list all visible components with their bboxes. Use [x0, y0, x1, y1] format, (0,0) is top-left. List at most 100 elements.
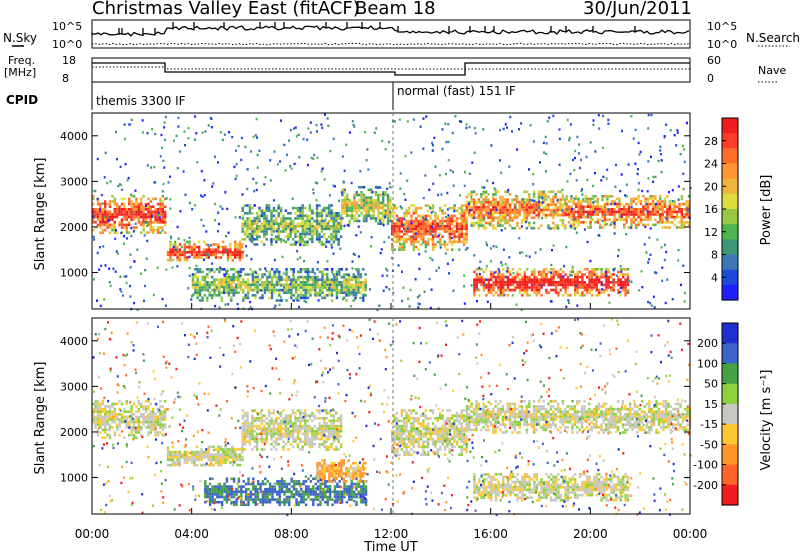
- scatter-cell: [516, 216, 519, 220]
- scatter-cell: [431, 238, 435, 241]
- noise-cell: [317, 299, 320, 302]
- scatter-cell: [280, 299, 283, 302]
- noise-cell: [106, 181, 109, 185]
- scatter-cell: [501, 213, 505, 217]
- scatter-cell: [487, 286, 490, 289]
- scatter-cell: [149, 218, 152, 221]
- scatter-cell: [277, 424, 280, 428]
- scatter-cell: [198, 286, 202, 289]
- scatter-cell: [661, 202, 664, 206]
- scatter-cell: [559, 273, 562, 276]
- scatter-cell: [575, 210, 578, 214]
- scatter-cell: [415, 245, 418, 249]
- scatter-cell: [290, 286, 293, 289]
- scatter-cell: [241, 243, 244, 246]
- scatter-cell: [174, 450, 177, 454]
- scatter-cell: [311, 240, 314, 244]
- noise-cell: [303, 299, 306, 303]
- scatter-cell: [618, 200, 621, 203]
- scatter-cell: [272, 209, 276, 212]
- scatter-cell: [260, 435, 264, 438]
- scatter-cell: [116, 231, 119, 234]
- noise-cell: [470, 284, 473, 287]
- scatter-cell: [518, 291, 522, 294]
- scatter-cell: [342, 278, 346, 281]
- scatter-cell: [328, 281, 331, 284]
- scatter-cell: [590, 275, 594, 279]
- scatter-cell: [255, 417, 259, 420]
- scatter-cell: [202, 248, 206, 251]
- scatter-cell: [659, 202, 662, 206]
- scatter-cell: [338, 273, 341, 276]
- scatter-cell: [632, 210, 635, 214]
- scatter-cell: [255, 225, 259, 228]
- noise-cell: [650, 304, 653, 307]
- scatter-cell: [478, 281, 481, 284]
- scatter-cell: [225, 278, 228, 281]
- scatter-cell: [482, 286, 486, 289]
- scatter-cell: [285, 288, 288, 292]
- scatter-cell: [564, 288, 567, 292]
- scatter-cell: [260, 437, 264, 441]
- noise-cell: [641, 189, 644, 193]
- scatter-cell: [473, 281, 476, 284]
- scatter-cell: [342, 291, 346, 294]
- scatter-cell: [263, 414, 266, 417]
- scatter-cell: [171, 253, 174, 257]
- noise-cell: [506, 126, 508, 129]
- scatter-cell: [198, 288, 202, 292]
- scatter-cell: [236, 245, 239, 249]
- scatter-cell: [528, 278, 531, 281]
- scatter-cell: [104, 218, 107, 221]
- scatter-cell: [582, 215, 585, 219]
- scatter-cell: [620, 213, 623, 216]
- noise-cell: [355, 234, 358, 237]
- scatter-cell: [125, 402, 128, 406]
- noise-cell: [383, 240, 386, 244]
- scatter-cell: [346, 201, 349, 205]
- noise-cell: [483, 217, 486, 220]
- noise-cell: [244, 145, 247, 149]
- scatter-cell: [302, 275, 305, 279]
- scatter-cell: [297, 294, 300, 297]
- scatter-cell: [176, 456, 179, 459]
- noise-cell: [210, 244, 212, 247]
- scatter-cell: [624, 288, 627, 292]
- scatter-cell: [666, 221, 669, 224]
- scatter-cell: [218, 294, 221, 297]
- scatter-cell: [169, 248, 172, 251]
- scatter-cell: [200, 456, 203, 459]
- scatter-cell: [316, 283, 319, 287]
- scatter-cell: [362, 217, 366, 220]
- scatter-cell: [561, 195, 565, 199]
- scatter-cell: [549, 203, 553, 207]
- scatter-cell: [607, 278, 610, 281]
- scatter-cell: [249, 286, 252, 289]
- scatter-cell: [518, 288, 522, 292]
- scatter-cell: [528, 208, 531, 212]
- scatter-cell: [255, 227, 259, 231]
- scatter-cell: [642, 218, 645, 221]
- scatter-cell: [275, 235, 278, 238]
- scatter-cell: [412, 245, 415, 249]
- scatter-cell: [190, 450, 194, 454]
- scatter-cell: [154, 415, 157, 419]
- scatter-cell: [218, 286, 221, 289]
- scatter-cell: [253, 445, 256, 449]
- scatter-cell: [511, 288, 514, 292]
- scatter-cell: [569, 283, 572, 287]
- noise-cell: [376, 308, 379, 312]
- scatter-cell: [325, 225, 328, 228]
- scatter-cell: [407, 209, 411, 212]
- scatter-cell: [272, 432, 276, 436]
- noise-cell: [154, 132, 157, 136]
- scatter-cell: [149, 431, 152, 434]
- noise-cell: [242, 250, 245, 253]
- scatter-cell: [238, 458, 242, 462]
- scatter-cell: [360, 185, 363, 189]
- scatter-cell: [354, 288, 358, 292]
- scatter-cell: [487, 206, 490, 209]
- noise-cell: [492, 181, 495, 185]
- scatter-cell: [261, 273, 264, 276]
- noise-cell: [490, 144, 493, 147]
